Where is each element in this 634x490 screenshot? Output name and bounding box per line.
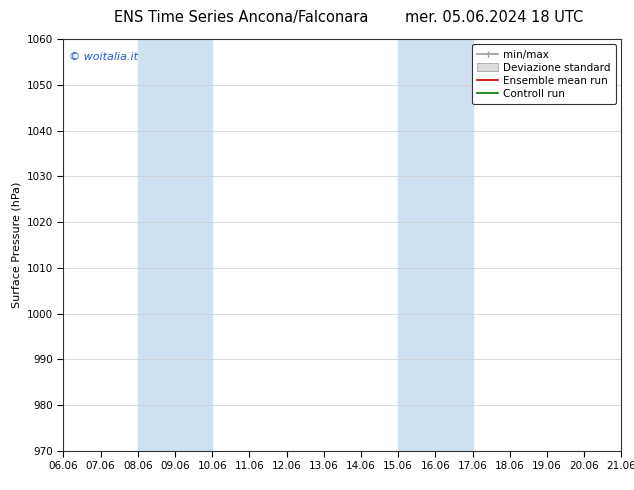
Bar — [138, 39, 212, 451]
Text: ENS Time Series Ancona/Falconara: ENS Time Series Ancona/Falconara — [113, 10, 368, 25]
Y-axis label: Surface Pressure (hPa): Surface Pressure (hPa) — [11, 182, 21, 308]
Text: © woitalia.it: © woitalia.it — [69, 51, 138, 62]
Legend: min/max, Deviazione standard, Ensemble mean run, Controll run: min/max, Deviazione standard, Ensemble m… — [472, 45, 616, 104]
Text: mer. 05.06.2024 18 UTC: mer. 05.06.2024 18 UTC — [405, 10, 584, 25]
Bar — [398, 39, 472, 451]
